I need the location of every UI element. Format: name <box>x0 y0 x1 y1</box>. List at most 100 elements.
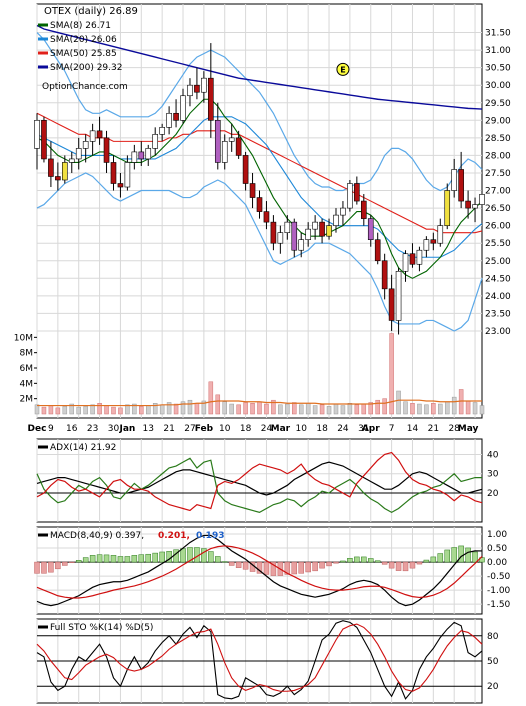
candle-body <box>402 253 409 272</box>
macd-histogram-bar <box>110 555 117 563</box>
candle-body <box>360 200 367 219</box>
x-tick-label: 24 <box>261 424 273 434</box>
candle-body <box>333 214 339 226</box>
volume-bar <box>271 399 276 415</box>
candle-body <box>374 239 381 262</box>
candle-body <box>82 141 89 149</box>
volume-bar <box>41 406 47 415</box>
x-tick-label: 18 <box>240 424 252 434</box>
volume-bar <box>152 403 158 415</box>
candle-body <box>444 190 451 226</box>
volume-bar <box>431 403 436 415</box>
candle-body <box>103 137 110 163</box>
macd-histogram-bar <box>270 561 277 576</box>
stochastic-d-line <box>36 623 483 692</box>
candle-body <box>48 158 54 177</box>
stochastic-tick-label: 50 <box>487 657 499 667</box>
candle-body <box>305 228 311 240</box>
volume-bar <box>479 405 485 415</box>
price-tick-label: 25.50 <box>485 239 511 249</box>
adx-series-di-line <box>36 451 483 512</box>
volume-bar <box>62 406 68 415</box>
macd-histogram-bar <box>305 561 311 573</box>
macd-histogram-bar <box>402 561 409 572</box>
candle-body <box>340 207 346 216</box>
macd-histogram-bar <box>159 551 165 563</box>
candle-body <box>159 127 165 135</box>
macd-histogram-value: 0.193 <box>196 531 224 541</box>
macd-histogram-bar <box>221 561 228 563</box>
volume-bar <box>215 394 221 415</box>
adx-title: ADX(14) 21.92 <box>50 443 116 453</box>
macd-histogram-bar <box>34 561 40 574</box>
candle-body <box>472 204 478 209</box>
price-tick-label: 26.00 <box>485 222 511 232</box>
volume-bar <box>194 403 200 415</box>
volume-bar <box>48 405 54 415</box>
price-tick-label: 30.00 <box>485 81 511 91</box>
adx-series-adx-line <box>36 461 483 496</box>
adx-tick-label: 20 <box>487 489 499 499</box>
candle-body <box>194 84 200 93</box>
volume-average-line <box>37 399 482 407</box>
macd-tick-label: 0.00 <box>487 558 507 568</box>
volume-bar <box>139 406 144 415</box>
x-tick-label: 27 <box>184 424 195 434</box>
x-tick-label: Jan <box>118 424 135 434</box>
macd-histogram-bar <box>333 561 339 564</box>
volume-tick-label: 10M <box>14 333 33 343</box>
volume-bar <box>166 402 172 415</box>
macd-histogram-bar <box>131 555 138 563</box>
macd-histogram-bar <box>124 556 131 563</box>
x-tick-label: 18 <box>316 424 328 434</box>
macd-histogram-bar <box>62 561 68 566</box>
x-tick-label: Mar <box>271 424 291 434</box>
macd-histogram-bar <box>180 548 186 563</box>
x-tick-label: 9 <box>48 424 54 434</box>
candle-body <box>166 112 172 128</box>
volume-bar <box>292 402 297 415</box>
price-tick-label: 28.50 <box>485 134 511 144</box>
volume-tick-label: 2M <box>20 395 34 405</box>
macd-histogram-bar <box>465 547 471 563</box>
macd-histogram-bar <box>423 559 430 563</box>
volume-bar <box>396 390 401 415</box>
candle-body <box>479 194 485 205</box>
macd-histogram-bar <box>395 561 402 571</box>
volume-bar <box>451 396 457 415</box>
candle-body <box>451 169 457 191</box>
volume-bar <box>90 404 95 415</box>
sma8-line <box>36 98 483 279</box>
candle-body <box>117 183 124 188</box>
macd-histogram-bar <box>472 551 478 563</box>
macd-histogram-bar <box>312 561 318 572</box>
volume-bar <box>326 406 332 415</box>
price-tick-label: 29.00 <box>485 116 511 126</box>
x-tick-label: Apr <box>362 424 380 434</box>
macd-histogram-bar <box>319 561 325 569</box>
candle-body <box>221 141 228 163</box>
x-tick-label: Dec <box>28 424 47 434</box>
candle-body <box>277 232 284 244</box>
candle-body <box>430 239 437 244</box>
price-tick-label: 24.00 <box>485 292 511 302</box>
macd-histogram-bar <box>291 561 298 575</box>
volume-bar <box>173 403 179 415</box>
macd-histogram-bar <box>242 561 249 570</box>
volume-bar <box>368 402 373 415</box>
volume-bar <box>403 401 408 415</box>
macd-histogram-bar <box>256 561 263 574</box>
volume-bar <box>55 407 61 415</box>
volume-bar <box>438 403 443 415</box>
adx-tick-label: 40 <box>487 450 499 460</box>
candle-body <box>180 95 186 121</box>
volume-bar <box>222 401 227 415</box>
macd-histogram-bar <box>263 561 270 575</box>
x-tick-label: 24 <box>337 424 349 434</box>
macd-histogram-bar <box>215 556 221 563</box>
sma50-line <box>36 112 483 234</box>
candle-body <box>388 288 395 321</box>
x-tick-label: 14 <box>407 424 419 434</box>
stochastic-tick-label: 80 <box>487 632 499 642</box>
